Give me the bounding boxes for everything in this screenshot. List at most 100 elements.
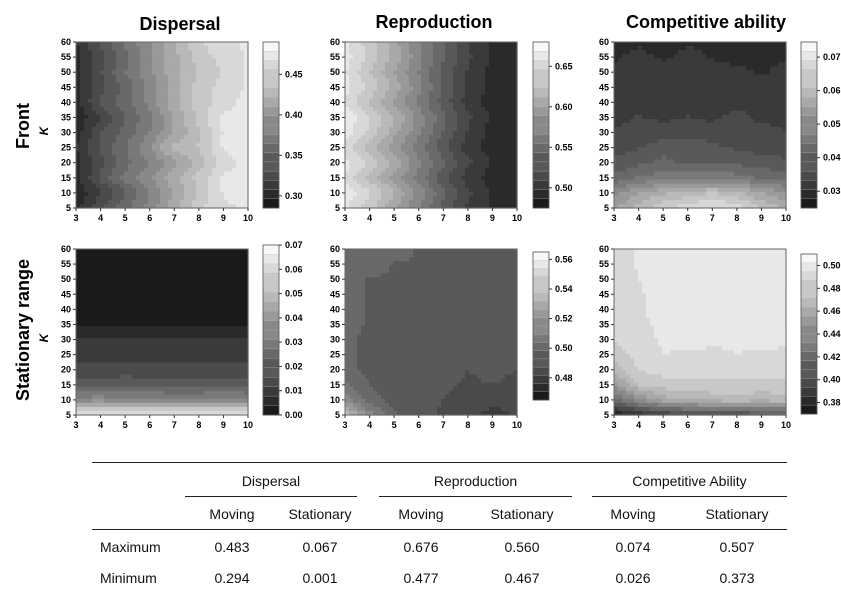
heatmap-cell xyxy=(88,94,93,100)
heatmap-cell xyxy=(389,147,394,152)
heatmap-cell xyxy=(666,171,671,177)
heatmap-cell xyxy=(437,127,442,132)
heatmap-cell xyxy=(726,187,731,193)
heatmap-cell xyxy=(176,86,181,92)
heatmap-cell xyxy=(413,118,418,124)
heatmap-cell xyxy=(369,139,374,144)
heatmap-cell xyxy=(670,171,675,177)
heatmap-cell xyxy=(140,127,145,132)
heatmap-cell xyxy=(642,155,647,161)
heatmap-cell xyxy=(112,106,117,112)
y-tick-label: 60 xyxy=(330,37,340,47)
heatmap-cell xyxy=(453,122,458,128)
heatmap-cell xyxy=(742,42,747,47)
heatmap-cell xyxy=(666,94,671,100)
heatmap-cell xyxy=(84,191,89,197)
heatmap-cell xyxy=(718,66,723,71)
heatmap-cell xyxy=(88,78,93,84)
heatmap-cell xyxy=(465,199,470,205)
heatmap-cell xyxy=(670,106,675,112)
heatmap-cell xyxy=(646,191,651,197)
heatmap-cell xyxy=(192,167,197,173)
heatmap-cell xyxy=(473,86,478,92)
heatmap-cell xyxy=(357,191,362,197)
heatmap-cell xyxy=(477,131,482,136)
heatmap-cell xyxy=(204,143,209,148)
heatmap-cell xyxy=(212,159,217,165)
heatmap-cell xyxy=(618,106,623,112)
heatmap-cell xyxy=(742,78,747,84)
heatmap-cell xyxy=(116,110,121,116)
heatmap-cell xyxy=(413,159,418,165)
heatmap-cell xyxy=(706,70,711,75)
heatmap-cell xyxy=(421,187,426,193)
heatmap-cell xyxy=(172,50,177,55)
heatmap-cell xyxy=(734,78,739,84)
heatmap-cell xyxy=(88,58,93,63)
heatmap-cell xyxy=(449,62,454,67)
heatmap-cell xyxy=(501,122,506,128)
heatmap-cell xyxy=(353,74,358,80)
heatmap-cell xyxy=(136,159,141,165)
heatmap-cell xyxy=(112,131,117,136)
heatmap-cell xyxy=(397,191,402,197)
heatmap-cell xyxy=(172,114,177,120)
heatmap-cell xyxy=(116,155,121,161)
heatmap-cell xyxy=(76,42,81,47)
heatmap-cell xyxy=(734,42,739,47)
heatmap-cell xyxy=(497,74,502,80)
heatmap-cell xyxy=(445,187,450,193)
heatmap-cell xyxy=(228,42,233,47)
heatmap-cell xyxy=(694,98,699,104)
heatmap-cell xyxy=(445,70,450,75)
heatmap-cell xyxy=(642,179,647,185)
heatmap-cell xyxy=(144,163,149,169)
heatmap-cell xyxy=(365,127,370,132)
heatmap-cell xyxy=(160,114,165,120)
heatmap-cell xyxy=(373,54,378,59)
heatmap-cell xyxy=(493,46,498,51)
heatmap-cell xyxy=(485,122,490,128)
heatmap-cell xyxy=(682,86,687,92)
heatmap-cell xyxy=(240,139,245,144)
heatmap-cell xyxy=(469,159,474,165)
heatmap-cell xyxy=(369,86,374,92)
heatmap-cell xyxy=(240,46,245,51)
colorbar-swatch xyxy=(532,115,550,126)
heatmap-cell xyxy=(710,147,715,152)
heatmap-cell xyxy=(132,66,137,71)
heatmap-cell xyxy=(409,62,414,67)
heatmap-cell xyxy=(120,191,125,197)
heatmap-cell xyxy=(465,143,470,148)
heatmap-cell xyxy=(405,127,410,132)
heatmap-cell xyxy=(353,110,358,116)
heatmap-cell xyxy=(734,106,739,112)
heatmap-cell xyxy=(417,135,422,140)
heatmap-cell xyxy=(172,62,177,67)
heatmap-cell xyxy=(204,199,209,205)
heatmap-cell xyxy=(449,66,454,71)
heatmap-cell xyxy=(614,191,619,197)
heatmap-cell xyxy=(345,110,350,116)
heatmap-cell xyxy=(373,62,378,67)
heatmap-cell xyxy=(96,78,101,84)
heatmap-cell xyxy=(349,102,354,108)
heatmap-cell xyxy=(369,110,374,116)
heatmap-cell xyxy=(509,163,514,169)
heatmap-cell xyxy=(642,163,647,169)
heatmap-cell xyxy=(96,131,101,136)
heatmap-cell xyxy=(710,131,715,136)
heatmap-cell xyxy=(666,159,671,165)
heatmap-cell xyxy=(722,143,727,148)
heatmap-cell xyxy=(100,94,105,100)
heatmap-cell xyxy=(208,163,213,169)
heatmap-cell xyxy=(180,175,185,181)
heatmap-cell xyxy=(204,58,209,63)
heatmap-cell xyxy=(405,191,410,197)
heatmap-cell xyxy=(441,163,446,169)
heatmap-cell xyxy=(654,70,659,75)
heatmap-cell xyxy=(509,175,514,181)
heatmap-cell xyxy=(642,139,647,144)
heatmap-cell xyxy=(128,114,133,120)
heatmap-cell xyxy=(76,102,81,108)
